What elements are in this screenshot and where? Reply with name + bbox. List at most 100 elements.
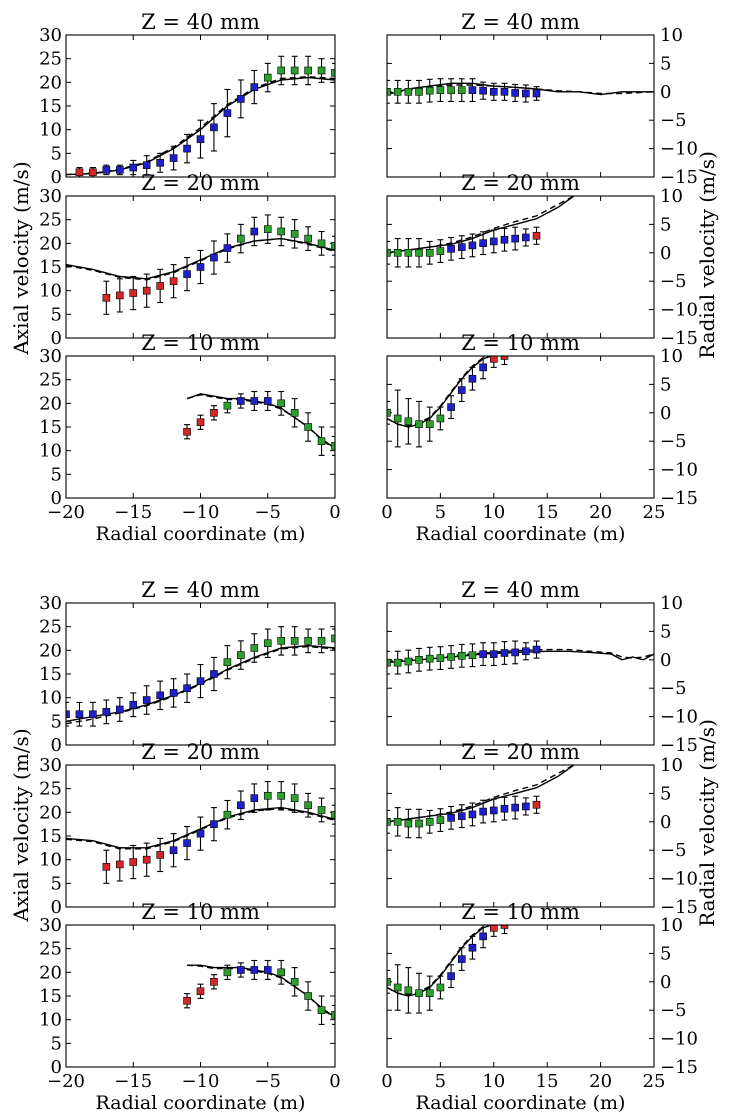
- y-tick-label: 10: [39, 281, 62, 302]
- data-point: [277, 66, 286, 75]
- measured-points: [387, 78, 541, 104]
- data-point: [129, 289, 138, 297]
- x-tick-label: −5: [254, 1071, 281, 1092]
- data-point: [468, 943, 477, 952]
- data-point: [511, 648, 519, 657]
- y-tick-label: 0: [51, 167, 62, 188]
- data-point: [415, 249, 423, 257]
- measured-points: [387, 356, 509, 448]
- x-tick-label: 5: [435, 502, 446, 523]
- data-point: [277, 968, 286, 977]
- data-point: [489, 650, 498, 658]
- data-point: [196, 829, 205, 838]
- data-point: [393, 414, 402, 423]
- y-tick-label: 30: [39, 755, 62, 776]
- x-tick-label: 10: [482, 502, 505, 523]
- data-point: [436, 983, 445, 992]
- data-point: [393, 817, 402, 826]
- data-point: [142, 161, 151, 169]
- data-point: [522, 802, 530, 811]
- measured-points: [102, 781, 335, 884]
- dashed-curve: [186, 394, 335, 450]
- axes-frame: [65, 924, 336, 1068]
- data-point: [415, 655, 423, 664]
- data-point: [183, 270, 191, 278]
- data-point: [522, 89, 530, 98]
- y-tick-label: 10: [39, 1010, 62, 1031]
- data-point: [387, 977, 391, 986]
- data-point: [210, 253, 218, 262]
- y-tick-label: 10: [39, 688, 62, 709]
- x-axis-label: Radial coordinate (m): [96, 1092, 306, 1114]
- data-point: [304, 637, 312, 645]
- data-point: [331, 810, 335, 819]
- y-tick-label: −15: [660, 1057, 698, 1078]
- y-tick-label: 0: [51, 1057, 62, 1078]
- data-point: [479, 363, 487, 372]
- data-point: [277, 791, 286, 800]
- data-point: [468, 241, 477, 250]
- panel-6: Z = 10 mm −15 −10 −5 0 5 10 0 5 10 15 20 25 Radial co…: [381, 331, 698, 545]
- data-point: [290, 230, 299, 238]
- panel-2: Z = 40 mm −15 −10 −5 0 5 10: [386, 10, 698, 188]
- data-point: [447, 86, 455, 94]
- data-point: [290, 66, 299, 75]
- y-tick-label: −10: [660, 300, 698, 321]
- y-tick-label: 15: [39, 417, 62, 438]
- data-point: [468, 651, 477, 660]
- panel-title: Z = 20 mm: [141, 171, 260, 195]
- data-point: [457, 652, 466, 660]
- x-tick-label: 20: [589, 1071, 612, 1092]
- dashed-curve: [187, 964, 335, 1019]
- data-point: [129, 700, 138, 709]
- data-point: [196, 418, 205, 427]
- axes-frame: [386, 924, 655, 1068]
- panel-title: Z = 40 mm: [141, 10, 260, 34]
- x-tick-label: −5: [254, 502, 281, 523]
- x-tick-label: 15: [536, 502, 559, 523]
- y-tick-label: 15: [39, 96, 62, 117]
- data-point: [479, 650, 487, 658]
- panel-title: Z = 10 mm: [141, 900, 260, 924]
- axes-frame: [386, 602, 655, 746]
- y-tick-label: 10: [660, 593, 683, 614]
- data-point: [169, 154, 178, 162]
- data-point: [415, 819, 423, 828]
- data-point: [237, 234, 245, 243]
- y-tick-label: 0: [660, 243, 671, 264]
- y-tick-label: 5: [660, 621, 671, 642]
- y-tick-label: −15: [660, 167, 698, 188]
- data-point: [457, 386, 466, 394]
- data-point: [425, 989, 434, 997]
- data-point: [500, 88, 509, 96]
- y-tick-label: −5: [660, 1000, 687, 1021]
- data-point: [250, 966, 259, 974]
- data-point: [169, 689, 178, 697]
- y-tick-label: 10: [39, 441, 62, 462]
- data-point: [425, 249, 434, 257]
- data-point: [425, 654, 434, 663]
- data-point: [116, 705, 124, 714]
- data-point: [447, 814, 455, 822]
- data-point: [489, 806, 498, 815]
- x-tick-label: −15: [114, 502, 152, 523]
- dashed-curve: [387, 356, 492, 427]
- y-tick-label: −5: [660, 840, 687, 861]
- data-point: [169, 277, 178, 286]
- x-tick-label: 15: [536, 1071, 559, 1092]
- measured-points: [387, 226, 541, 268]
- data-point: [532, 89, 541, 98]
- y-tick-label: 25: [39, 779, 62, 800]
- y-tick-label: 15: [39, 664, 62, 685]
- x-axis-label: Radial coordinate (m): [416, 1092, 626, 1114]
- x-tick-label: 25: [643, 502, 666, 523]
- data-point: [263, 639, 272, 648]
- data-point: [479, 86, 487, 95]
- panel-title: Z = 20 mm: [461, 740, 580, 764]
- axes-frame: [386, 195, 655, 339]
- measured-points: [387, 640, 541, 675]
- y-tick-label: 20: [39, 802, 62, 823]
- data-point: [393, 249, 402, 257]
- data-point: [223, 810, 232, 819]
